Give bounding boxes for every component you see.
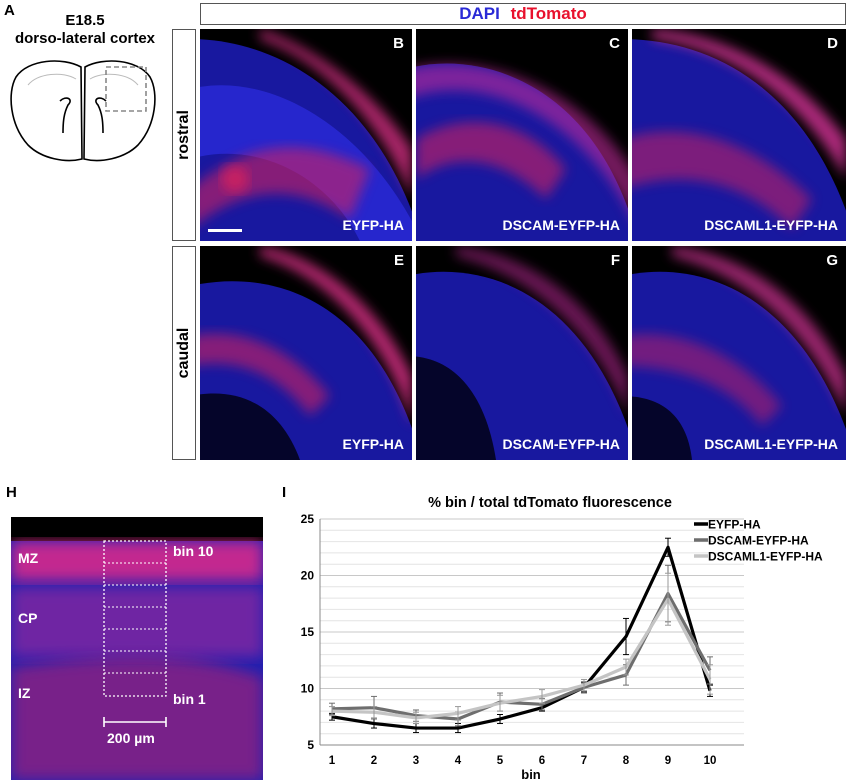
micrograph-f-letter: F <box>610 252 620 269</box>
panel-a-title-line2: dorso-lateral cortex <box>14 30 156 47</box>
stain-legend: DAPI tdTomato <box>200 3 846 25</box>
legend-item: DSCAML1-EYFP-HA <box>694 550 823 564</box>
bin-label-top: bin 10 <box>173 543 214 559</box>
panel-label-a: A <box>4 2 15 19</box>
x-tick-label: 6 <box>539 755 545 767</box>
x-tick-label: 2 <box>371 755 377 767</box>
legend-label: DSCAM-EYFP-HA <box>708 534 809 548</box>
micrograph-f-condition: DSCAM-EYFP-HA <box>502 436 620 452</box>
x-tick-label: 8 <box>623 755 630 767</box>
x-tick-label: 3 <box>413 755 419 767</box>
stain-legend-tdtomato: tdTomato <box>510 4 587 23</box>
micrograph-g-condition: DSCAML1-EYFP-HA <box>704 436 838 452</box>
row-label-caudal-text: caudal <box>175 327 192 379</box>
y-tick-label: 20 <box>301 569 315 583</box>
micrograph-f-image <box>416 246 628 460</box>
micrograph-e-image <box>200 246 412 460</box>
micrograph-e-letter: E <box>393 252 404 269</box>
stain-legend-dapi: DAPI <box>459 4 500 23</box>
panel-a-title: E18.5 dorso-lateral cortex <box>0 12 170 48</box>
chart-title: % bin / total tdTomato fluorescence <box>428 495 672 511</box>
micrograph-e-condition: EYFP-HA <box>342 436 404 452</box>
x-tick-label: 10 <box>704 755 717 767</box>
micrograph-b-letter: B <box>393 35 404 52</box>
legend-item: EYFP-HA <box>694 518 761 532</box>
micrograph-b-condition: EYFP-HA <box>342 217 404 233</box>
legend-label: DSCAML1-EYFP-HA <box>708 550 823 564</box>
x-tick-label: 1 <box>329 755 336 767</box>
legend-label: EYFP-HA <box>708 518 761 532</box>
panel-a-title-line1: E18.5 <box>65 12 105 29</box>
micrograph-c: C DSCAM-EYFP-HA <box>416 29 628 241</box>
micrograph-c-image <box>416 63 628 241</box>
micrograph-d-condition: DSCAML1-EYFP-HA <box>704 217 838 233</box>
micrograph-e: E EYFP-HA <box>200 246 412 460</box>
x-tick-label: 4 <box>455 755 462 767</box>
series-3 <box>329 572 713 725</box>
bin-label-bottom: bin 1 <box>173 691 206 707</box>
micrograph-d: D DSCAML1-EYFP-HA <box>632 29 846 241</box>
micrograph-g: G DSCAML1-EYFP-HA <box>632 246 846 460</box>
series-line <box>331 545 712 730</box>
micrograph-d-image <box>632 29 846 241</box>
zone-label-iz: IZ <box>18 685 31 701</box>
y-tick-label: 5 <box>307 738 314 752</box>
panel-label-i: I <box>282 484 287 501</box>
row-label-rostral-text: rostral <box>175 110 192 160</box>
row-label-rostral: rostral <box>172 29 196 241</box>
micrograph-c-letter: C <box>609 35 620 52</box>
micrograph-g-letter: G <box>826 252 838 269</box>
line-chart: % bin / total tdTomato fluorescence 5 10 1… <box>301 495 823 782</box>
micrograph-c-condition: DSCAM-EYFP-HA <box>502 217 620 233</box>
micrograph-h-image <box>11 540 263 780</box>
x-tick-label: 5 <box>497 755 504 767</box>
micrograph-b-image <box>200 29 412 241</box>
y-tick-label: 15 <box>301 625 315 639</box>
y-tick-label: 25 <box>301 512 315 526</box>
zone-label-cp: CP <box>18 610 38 626</box>
series-line <box>331 597 712 720</box>
scale-bar-label: 200 µm <box>107 730 155 746</box>
series-2 <box>329 564 713 727</box>
micrograph-h: MZ CP IZ bin 10 bin 1 200 µm <box>11 517 263 780</box>
micrograph-b: B EYFP-HA <box>200 29 412 241</box>
x-tick-label: 7 <box>581 755 587 767</box>
brain-schematic <box>10 60 156 162</box>
micrograph-g-image <box>632 246 846 460</box>
panel-label-h: H <box>6 484 17 501</box>
y-tick-label: 10 <box>301 682 315 696</box>
row-label-caudal: caudal <box>172 246 196 460</box>
x-tick-label: 9 <box>665 755 671 767</box>
legend-item: DSCAM-EYFP-HA <box>694 534 809 548</box>
micrograph-d-letter: D <box>827 35 838 52</box>
x-axis-label: bin <box>521 767 541 782</box>
micrograph-f: F DSCAM-EYFP-HA <box>416 246 628 460</box>
zone-label-mz: MZ <box>18 550 39 566</box>
